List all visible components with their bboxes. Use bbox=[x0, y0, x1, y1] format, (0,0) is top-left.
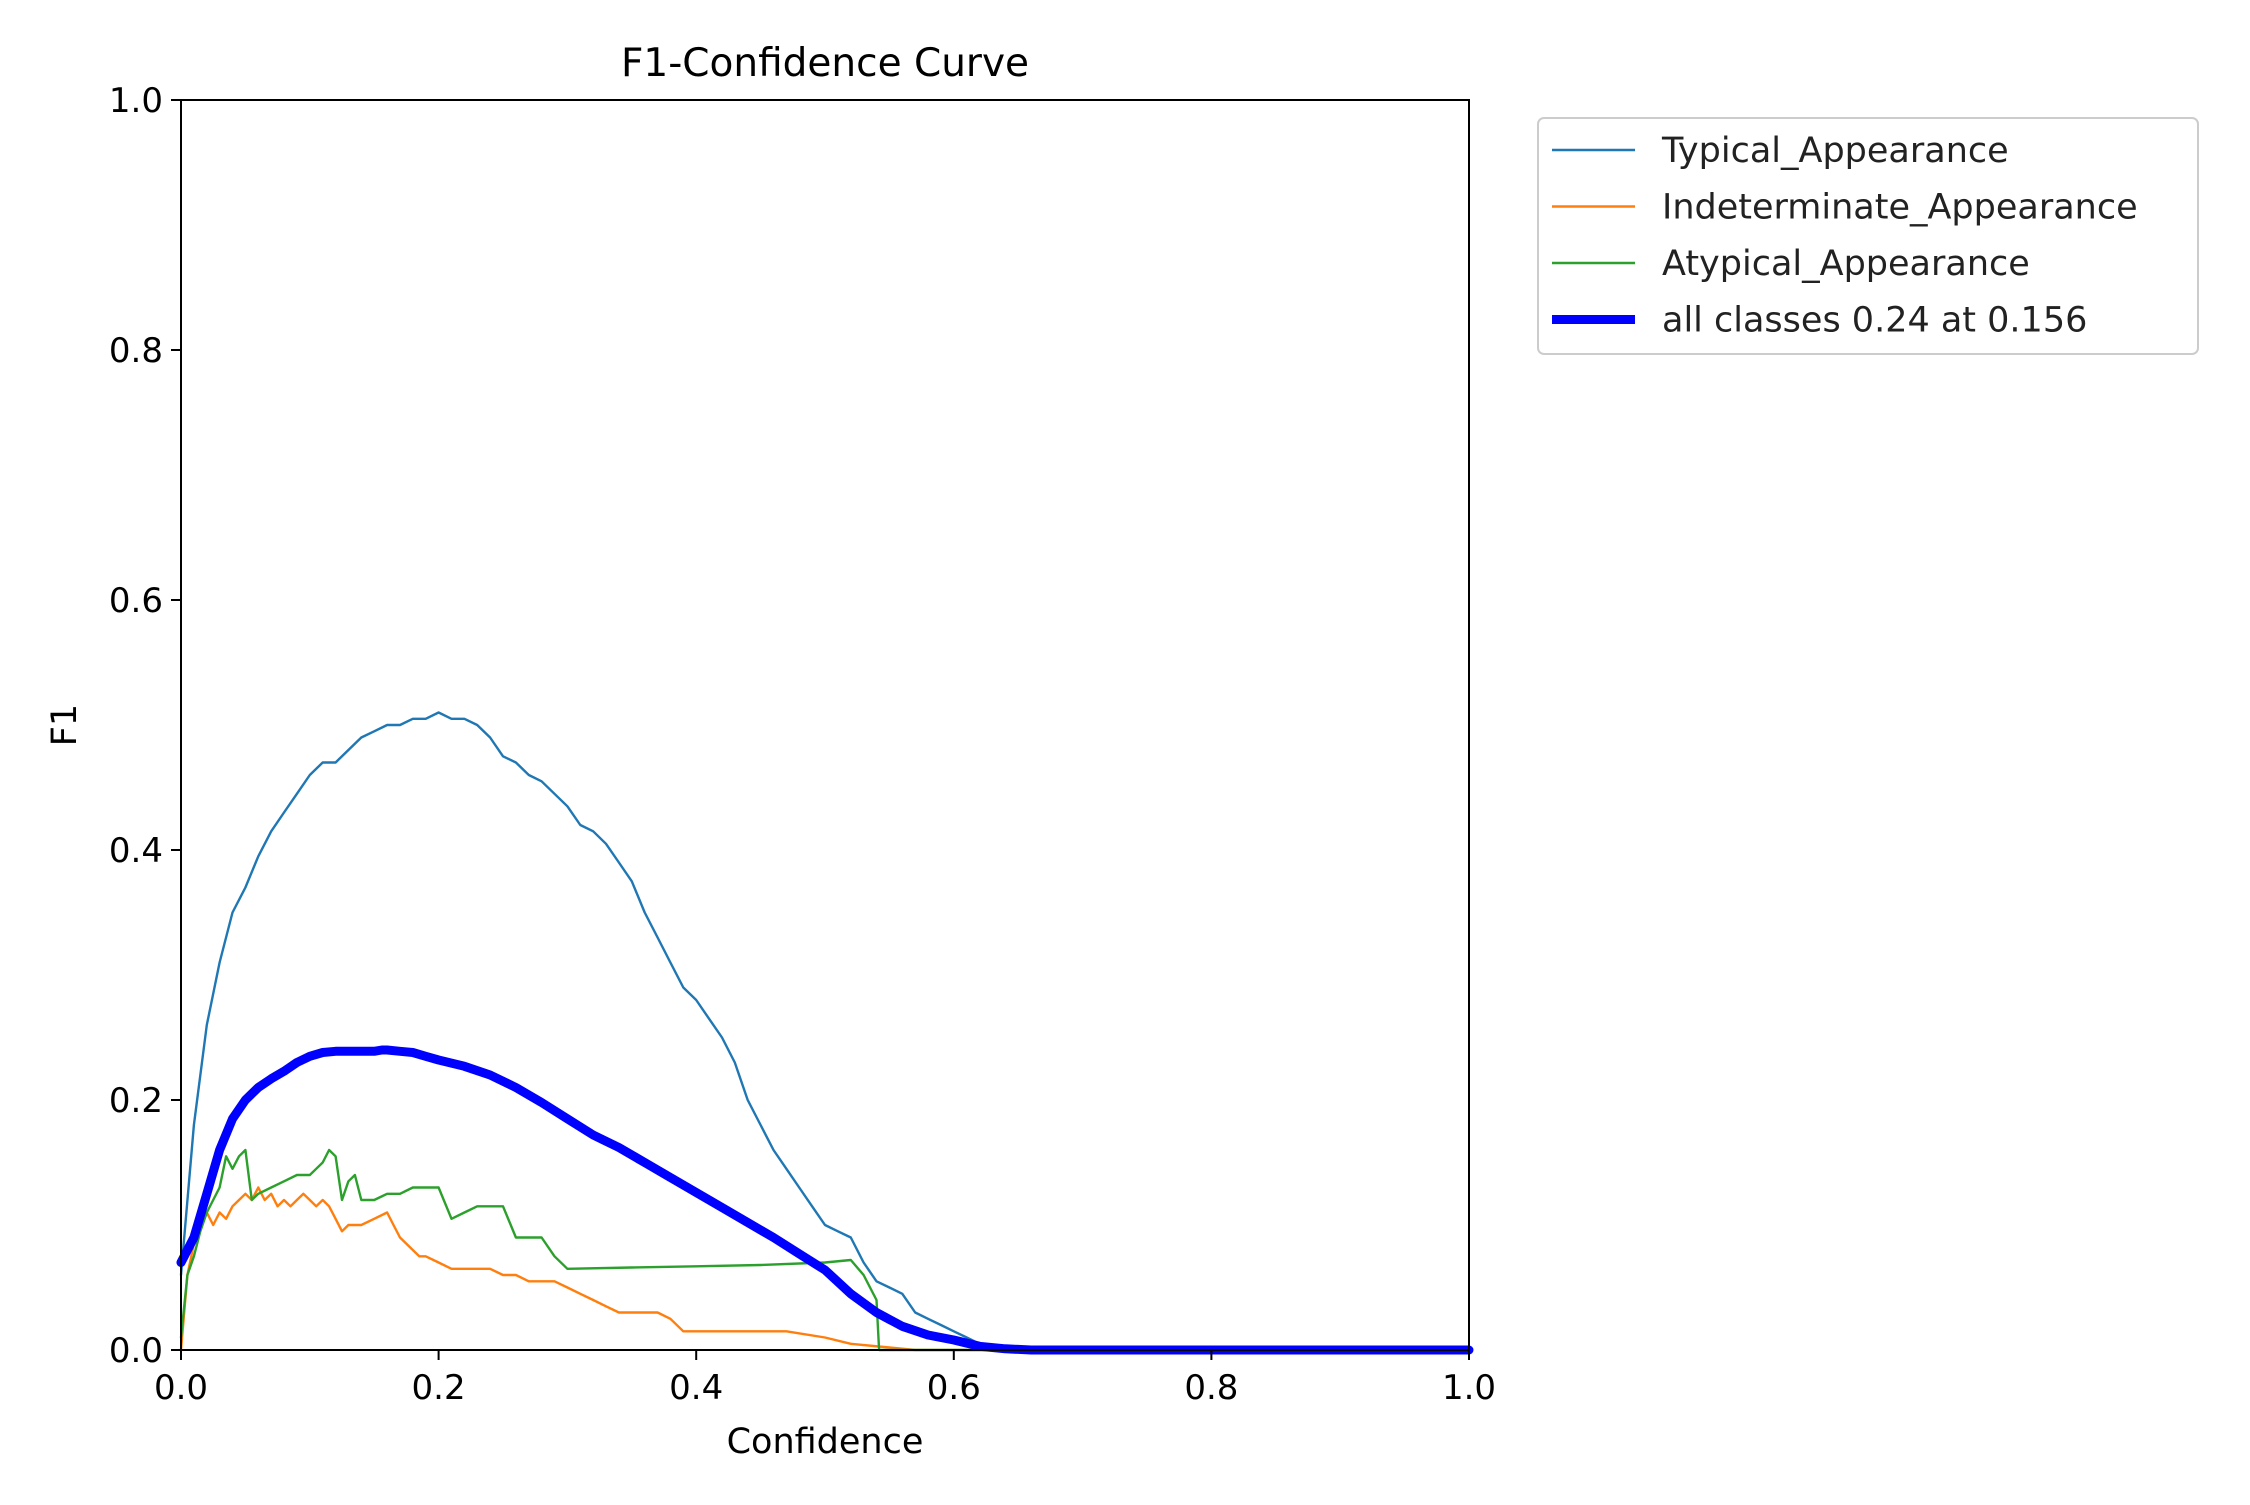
series-line-1 bbox=[179, 711, 1471, 1352]
legend: Typical_Appearance Indeterminate_Appearan… bbox=[1537, 117, 2199, 355]
series-layer bbox=[176, 711, 1474, 1355]
series-line-4 bbox=[176, 1045, 1474, 1355]
x-axis-ticks: 0.0 0.2 0.4 0.6 0.8 1.0 bbox=[154, 1350, 1496, 1408]
legend-label-1: Typical_Appearance bbox=[1661, 131, 2009, 171]
legend-label-3: Atypical_Appearance bbox=[1662, 244, 2030, 284]
y-tick-label: 0.2 bbox=[109, 1081, 163, 1121]
plot-frame bbox=[180, 99, 1470, 1351]
y-tick-label: 0.4 bbox=[109, 831, 163, 871]
x-axis-title: Confidence bbox=[727, 1422, 924, 1462]
series-line-3 bbox=[179, 1148, 1471, 1352]
y-axis-ticks: 0.0 0.2 0.4 0.6 0.8 1.0 bbox=[109, 81, 181, 1371]
y-tick-label: 0.8 bbox=[109, 331, 163, 371]
y-tick-label: 1.0 bbox=[109, 81, 163, 121]
x-tick-label: 0.8 bbox=[1184, 1368, 1238, 1408]
x-tick-label: 0.6 bbox=[927, 1368, 981, 1408]
x-tick-label: 0.4 bbox=[669, 1368, 723, 1408]
chart-title: F1-Confidence Curve bbox=[621, 41, 1029, 86]
y-tick-label: 0.0 bbox=[109, 1331, 163, 1371]
y-tick-label: 0.6 bbox=[109, 581, 163, 621]
y-axis-title: F1 bbox=[45, 704, 85, 746]
legend-items: Typical_Appearance Indeterminate_Appearan… bbox=[1552, 131, 2138, 341]
legend-box bbox=[1537, 117, 2199, 355]
plot-area bbox=[176, 99, 1474, 1355]
x-tick-label: 0.0 bbox=[154, 1368, 208, 1408]
x-tick-label: 0.2 bbox=[412, 1368, 466, 1408]
legend-label-4: all classes 0.24 at 0.156 bbox=[1662, 301, 2087, 341]
x-tick-label: 1.0 bbox=[1442, 1368, 1496, 1408]
legend-label-2: Indeterminate_Appearance bbox=[1662, 188, 2138, 228]
